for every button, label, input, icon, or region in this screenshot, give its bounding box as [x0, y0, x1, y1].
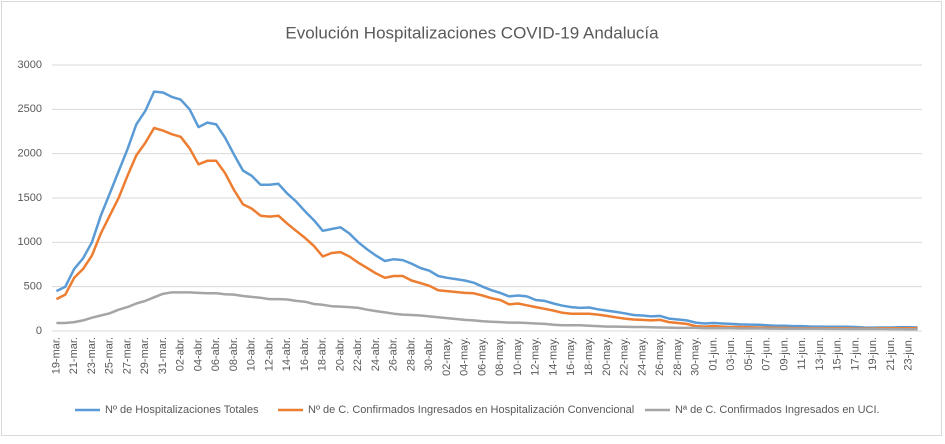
x-tick-label: 21-jun. — [885, 337, 897, 371]
x-tick-label: 16-abr. — [299, 337, 311, 371]
x-tick-label: 10-may. — [512, 337, 524, 376]
x-tick-label: 21-mar. — [68, 337, 80, 374]
chart-border — [1, 1, 942, 436]
x-tick-label: 23-jun. — [903, 337, 915, 371]
x-tick-label: 08-may. — [494, 337, 506, 376]
x-tick-label: 16-may. — [565, 337, 577, 376]
x-tick-label: 26-may. — [654, 337, 666, 376]
x-tick-label: 13-jun. — [814, 337, 826, 371]
x-tick-label: 08-abr. — [228, 337, 240, 371]
legend-label: Nº de C. Confirmados Ingresados en Hospi… — [308, 404, 634, 416]
x-tick-label: 31-mar. — [157, 337, 169, 374]
x-tick-label: 28-abr. — [405, 337, 417, 371]
x-tick-label: 23-mar. — [86, 337, 98, 374]
x-tick-label: 18-abr. — [317, 337, 329, 371]
x-tick-label: 19-jun. — [867, 337, 879, 371]
x-tick-label: 05-jun. — [743, 337, 755, 371]
series-line — [56, 291, 918, 331]
x-tick-label: 02-abr. — [175, 337, 187, 371]
x-tick-label: 15-jun. — [832, 337, 844, 371]
legend-label: Nª de C. Confirmados Ingresados en UCI. — [675, 404, 880, 416]
legend-label: Nº de Hospitalizaciones Totales — [105, 404, 259, 416]
y-tick-label: 2500 — [18, 103, 42, 115]
x-tick-label: 30-abr. — [423, 337, 435, 371]
x-tick-label: 29-mar. — [139, 337, 151, 374]
x-tick-label: 09-jun. — [778, 337, 790, 371]
y-tick-label: 3000 — [18, 59, 42, 71]
x-tick-label: 22-may. — [619, 337, 631, 376]
x-tick-label: 04-may. — [459, 337, 471, 376]
x-tick-label: 02-may. — [441, 337, 453, 376]
x-tick-label: 12-abr. — [263, 337, 275, 371]
x-tick-label: 17-jun. — [849, 337, 861, 371]
x-tick-label: 27-mar. — [121, 337, 133, 374]
x-tick-label: 20-may. — [601, 337, 613, 376]
x-tick-label: 12-may. — [530, 337, 542, 376]
x-tick-label: 25-mar. — [104, 337, 116, 374]
x-tick-label: 28-may. — [672, 337, 684, 376]
x-tick-label: 07-jun. — [761, 337, 773, 371]
x-tick-label: 04-abr. — [192, 337, 204, 371]
x-tick-label: 11-jun. — [796, 337, 808, 370]
x-tick-label: 24-may. — [636, 337, 648, 376]
x-tick-label: 14-abr. — [281, 337, 293, 371]
y-tick-label: 1000 — [18, 236, 42, 248]
x-tick-label: 30-may. — [690, 337, 702, 376]
x-tick-label: 03-jun. — [725, 337, 737, 371]
y-tick-label: 1500 — [18, 192, 42, 204]
x-tick-label: 19-mar. — [50, 337, 62, 374]
y-tick-label: 0 — [36, 325, 42, 337]
x-tick-label: 18-may. — [583, 337, 595, 376]
x-tick-label: 24-abr. — [370, 337, 382, 371]
x-tick-label: 14-may. — [547, 337, 559, 376]
x-tick-label: 06-abr. — [210, 337, 222, 371]
x-tick-label: 10-abr. — [246, 337, 258, 371]
x-tick-label: 01-jun. — [707, 337, 719, 371]
x-tick-label: 20-abr. — [334, 337, 346, 371]
x-tick-label: 06-may. — [476, 337, 488, 376]
y-tick-label: 2000 — [18, 148, 42, 160]
x-tick-label: 22-abr. — [352, 337, 364, 371]
y-tick-label: 500 — [24, 281, 42, 293]
series-line — [55, 90, 918, 329]
chart-title: Evolución Hospitalizaciones COVID-19 And… — [285, 23, 659, 42]
x-tick-label: 26-abr. — [388, 337, 400, 371]
